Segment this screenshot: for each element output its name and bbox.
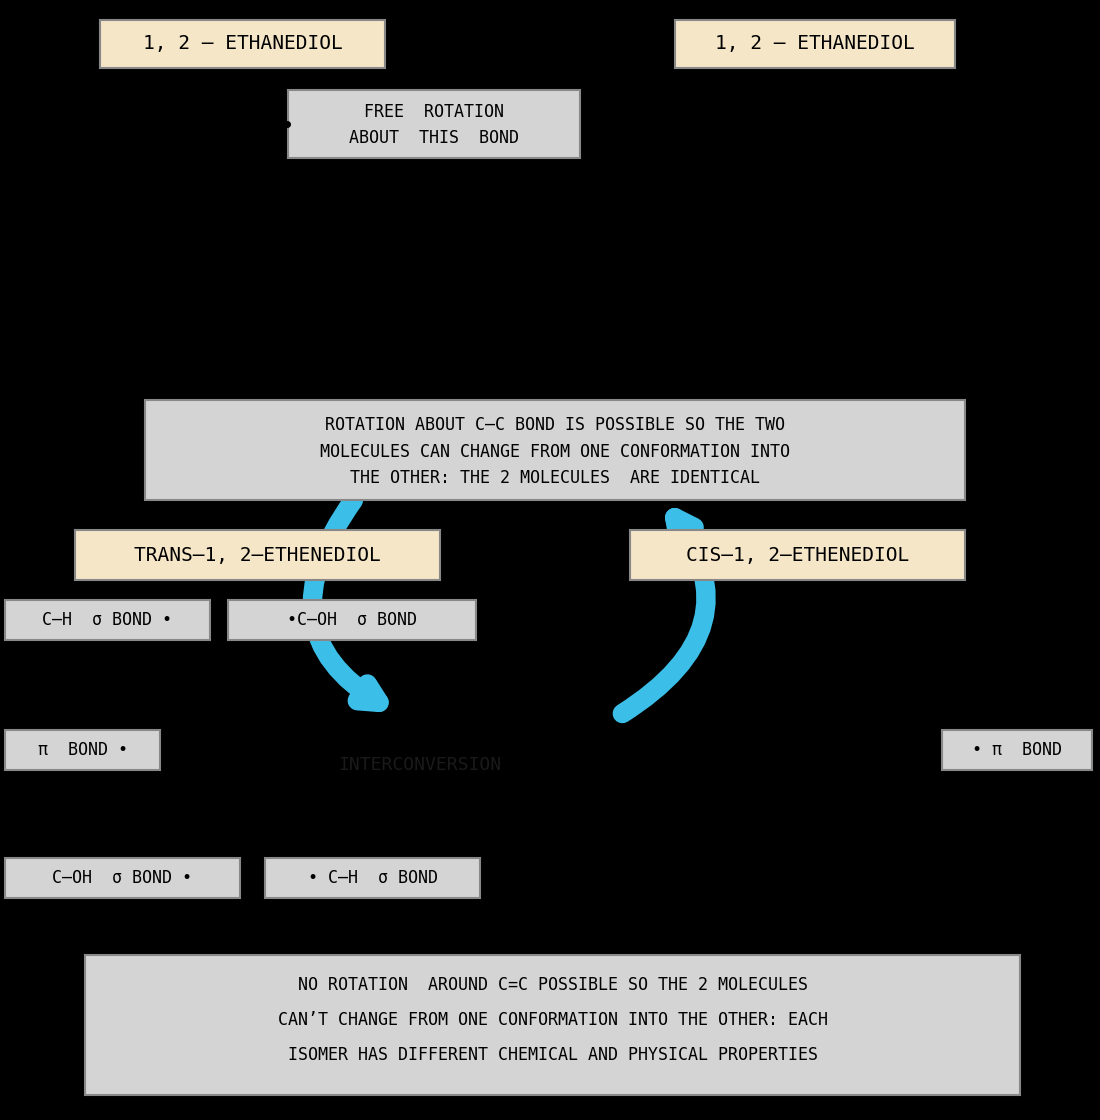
FancyBboxPatch shape	[675, 20, 955, 68]
Text: ABOUT  THIS  BOND: ABOUT THIS BOND	[349, 129, 519, 147]
Text: • C–H  σ BOND: • C–H σ BOND	[308, 869, 438, 887]
FancyBboxPatch shape	[100, 20, 385, 68]
FancyBboxPatch shape	[6, 858, 240, 898]
FancyBboxPatch shape	[6, 730, 159, 771]
Text: FREE  ROTATION: FREE ROTATION	[364, 103, 504, 121]
FancyBboxPatch shape	[75, 530, 440, 580]
FancyBboxPatch shape	[630, 530, 965, 580]
Text: C–OH  σ BOND •: C–OH σ BOND •	[53, 869, 192, 887]
FancyBboxPatch shape	[85, 955, 1020, 1095]
FancyBboxPatch shape	[265, 858, 480, 898]
Text: ROTATION ABOUT C–C BOND IS POSSIBLE SO THE TWO: ROTATION ABOUT C–C BOND IS POSSIBLE SO T…	[324, 416, 785, 435]
FancyBboxPatch shape	[6, 600, 210, 640]
Text: INTERCONVERSION: INTERCONVERSION	[339, 756, 502, 774]
Text: MOLECULES CAN CHANGE FROM ONE CONFORMATION INTO: MOLECULES CAN CHANGE FROM ONE CONFORMATI…	[320, 444, 790, 461]
Text: NO ROTATION  AROUND C=C POSSIBLE SO THE 2 MOLECULES: NO ROTATION AROUND C=C POSSIBLE SO THE 2…	[297, 976, 807, 995]
Text: 1, 2 – ETHANEDIOL: 1, 2 – ETHANEDIOL	[143, 35, 342, 54]
Text: 1, 2 – ETHANEDIOL: 1, 2 – ETHANEDIOL	[715, 35, 915, 54]
FancyBboxPatch shape	[942, 730, 1092, 771]
Text: π  BOND •: π BOND •	[37, 741, 128, 759]
Text: CIS–1, 2–ETHENEDIOL: CIS–1, 2–ETHENEDIOL	[686, 545, 909, 564]
Text: C–H  σ BOND •: C–H σ BOND •	[43, 612, 173, 629]
FancyBboxPatch shape	[288, 90, 580, 158]
Text: CAN’T CHANGE FROM ONE CONFORMATION INTO THE OTHER: EACH: CAN’T CHANGE FROM ONE CONFORMATION INTO …	[277, 1011, 827, 1029]
Text: ISOMER HAS DIFFERENT CHEMICAL AND PHYSICAL PROPERTIES: ISOMER HAS DIFFERENT CHEMICAL AND PHYSIC…	[287, 1046, 817, 1064]
FancyBboxPatch shape	[228, 600, 476, 640]
Text: TRANS–1, 2–ETHENEDIOL: TRANS–1, 2–ETHENEDIOL	[134, 545, 381, 564]
Text: THE OTHER: THE 2 MOLECULES  ARE IDENTICAL: THE OTHER: THE 2 MOLECULES ARE IDENTICAL	[350, 469, 760, 487]
Text: •C–OH  σ BOND: •C–OH σ BOND	[287, 612, 417, 629]
FancyBboxPatch shape	[145, 400, 965, 500]
Text: • π  BOND: • π BOND	[972, 741, 1062, 759]
